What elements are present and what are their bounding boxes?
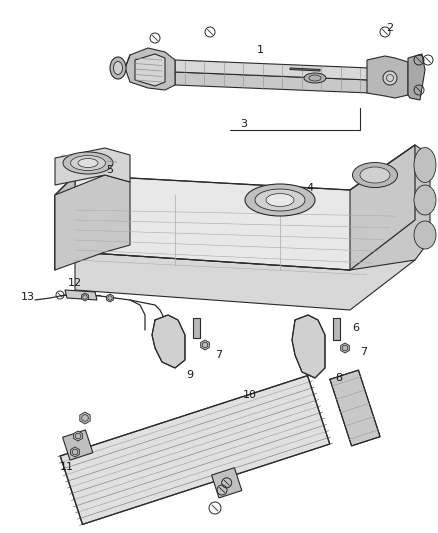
Polygon shape <box>341 343 350 353</box>
Text: 10: 10 <box>243 390 257 400</box>
Polygon shape <box>367 56 408 98</box>
Polygon shape <box>55 175 75 270</box>
Ellipse shape <box>71 156 106 171</box>
Polygon shape <box>55 148 130 185</box>
Polygon shape <box>201 340 209 350</box>
Polygon shape <box>125 48 175 90</box>
Text: 1: 1 <box>257 45 264 55</box>
Ellipse shape <box>414 221 436 249</box>
Polygon shape <box>290 68 320 71</box>
Polygon shape <box>75 220 415 310</box>
Text: 5: 5 <box>106 165 113 175</box>
Ellipse shape <box>255 189 305 211</box>
Polygon shape <box>65 290 97 300</box>
Polygon shape <box>330 370 380 446</box>
Polygon shape <box>63 430 93 460</box>
Polygon shape <box>333 318 340 340</box>
Polygon shape <box>55 175 130 270</box>
Polygon shape <box>175 72 370 93</box>
Text: 6: 6 <box>352 323 359 333</box>
Ellipse shape <box>414 148 436 182</box>
Text: 2: 2 <box>386 23 394 33</box>
Polygon shape <box>135 54 165 86</box>
Polygon shape <box>80 412 90 424</box>
Ellipse shape <box>414 185 436 215</box>
Ellipse shape <box>78 158 98 167</box>
Polygon shape <box>193 318 200 338</box>
Polygon shape <box>74 431 82 441</box>
Text: 3: 3 <box>240 119 247 129</box>
Polygon shape <box>175 60 370 80</box>
Polygon shape <box>71 447 79 457</box>
Text: 4: 4 <box>307 183 314 193</box>
Text: 11: 11 <box>60 462 74 472</box>
Text: 7: 7 <box>215 350 222 360</box>
Ellipse shape <box>110 57 126 79</box>
Ellipse shape <box>245 184 315 216</box>
Text: 13: 13 <box>21 292 35 302</box>
Polygon shape <box>60 376 330 524</box>
Ellipse shape <box>113 61 123 75</box>
Polygon shape <box>212 467 242 498</box>
Polygon shape <box>350 145 430 270</box>
Polygon shape <box>408 54 425 100</box>
Polygon shape <box>81 293 88 301</box>
Ellipse shape <box>360 167 390 183</box>
Ellipse shape <box>383 71 397 85</box>
Ellipse shape <box>353 163 398 188</box>
Text: 8: 8 <box>335 373 342 383</box>
Ellipse shape <box>304 73 326 83</box>
Ellipse shape <box>63 152 113 174</box>
Text: 12: 12 <box>68 278 82 288</box>
Text: 7: 7 <box>360 347 367 357</box>
Polygon shape <box>292 315 325 378</box>
Ellipse shape <box>266 193 294 206</box>
Polygon shape <box>152 315 185 368</box>
Polygon shape <box>75 145 415 270</box>
Polygon shape <box>106 294 113 302</box>
Text: 9: 9 <box>187 370 194 380</box>
